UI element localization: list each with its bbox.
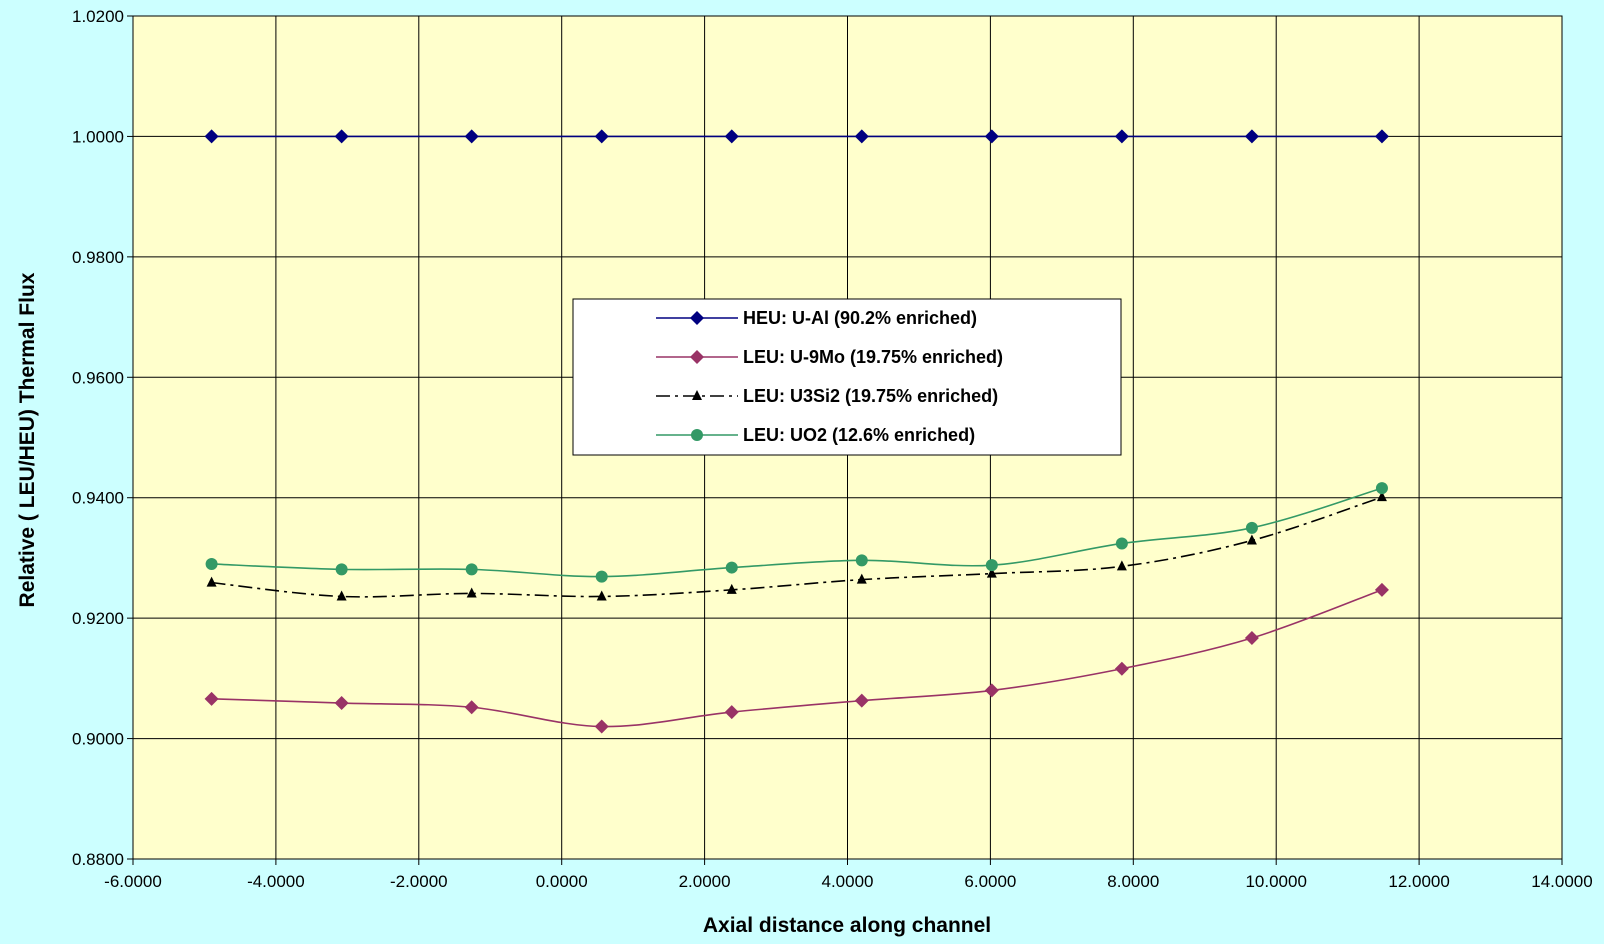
y-tick-label: 0.9000 [72, 730, 124, 749]
y-tick-label: 1.0000 [72, 127, 124, 146]
x-tick-label: 8.0000 [1107, 872, 1159, 891]
y-tick-label: 0.8800 [72, 850, 124, 869]
x-tick-label: 12.0000 [1388, 872, 1449, 891]
legend-entry-u9mo-label: LEU: U-9Mo (19.75% enriched) [743, 347, 1003, 367]
x-tick-label: 4.0000 [822, 872, 874, 891]
data-point [856, 554, 868, 566]
data-point [466, 563, 478, 575]
legend-entry-uo2-label: LEU: UO2 (12.6% enriched) [743, 425, 975, 445]
data-point [986, 559, 998, 571]
data-point [1376, 482, 1388, 494]
data-point [1246, 522, 1258, 534]
x-tick-label: 0.0000 [536, 872, 588, 891]
data-point [1116, 537, 1128, 549]
x-tick-label: -4.0000 [247, 872, 305, 891]
legend: HEU: U-Al (90.2% enriched) LEU: U-9Mo (1… [573, 299, 1121, 455]
data-point [726, 562, 738, 574]
y-tick-label: 1.0200 [72, 7, 124, 26]
y-tick-label: 0.9800 [72, 248, 124, 267]
data-point [596, 571, 608, 583]
x-tick-label: -6.0000 [104, 872, 162, 891]
data-point [206, 558, 218, 570]
y-tick-label: 0.9400 [72, 489, 124, 508]
y-tick-label: 0.9600 [72, 368, 124, 387]
y-axis-ticks: 0.8800 0.9000 0.9200 0.9400 0.9600 0.9800 1.00… [72, 7, 133, 869]
x-axis-title: Axial distance along channel [703, 914, 991, 937]
x-tick-label: 2.0000 [679, 872, 731, 891]
x-tick-label: -2.0000 [390, 872, 448, 891]
x-tick-label: 10.0000 [1245, 872, 1306, 891]
legend-entry-u3si2-label: LEU: U3Si2 (19.75% enriched) [743, 386, 998, 406]
y-axis-title: Relative ( LEU/HEU) Thermal Flux [16, 272, 39, 607]
data-point [336, 563, 348, 575]
x-axis-ticks: -6.0000 -4.0000 -2.0000 0.0000 2.0000 4.0000 6… [104, 859, 1593, 891]
y-tick-label: 0.9200 [72, 609, 124, 628]
legend-swatch-marker [691, 429, 703, 441]
x-tick-label: 14.0000 [1531, 872, 1592, 891]
x-tick-label: 6.0000 [964, 872, 1016, 891]
legend-entry-heu-label: HEU: U-Al (90.2% enriched) [743, 308, 977, 328]
